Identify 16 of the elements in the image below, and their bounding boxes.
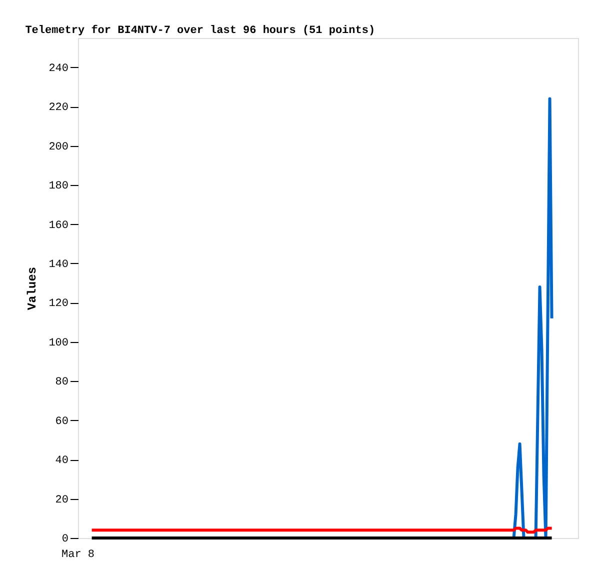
y-tick-label: 180 <box>48 180 68 193</box>
y-tick-label: 220 <box>48 102 68 114</box>
y-tick-label: 0 <box>62 534 68 546</box>
y-tick-label: 240 <box>48 62 68 75</box>
y-tick-label: 40 <box>55 455 68 468</box>
y-axis-title: Values <box>26 266 40 310</box>
y-tick-label: 100 <box>48 337 68 350</box>
y-tick-label: 120 <box>48 298 68 310</box>
y-tick-label: 60 <box>55 416 68 428</box>
y-tick-label: 80 <box>55 376 68 389</box>
y-tick-label: 140 <box>48 258 68 271</box>
y-tick-label: 200 <box>48 141 68 154</box>
y-tick-label: 20 <box>55 494 68 506</box>
y-tick-label: 160 <box>48 220 68 232</box>
chart-title: Telemetry for BI4NTV-7 over last 96 hours (51 points) <box>25 24 376 37</box>
text: Mar 8 <box>61 549 95 561</box>
